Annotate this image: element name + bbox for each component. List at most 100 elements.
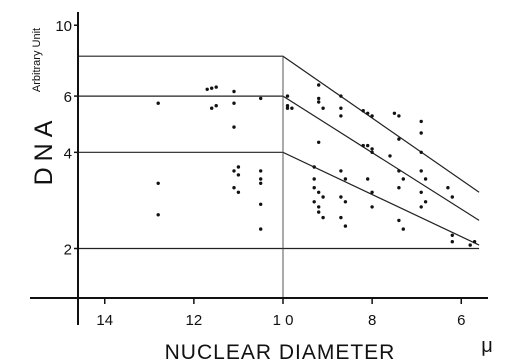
data-point xyxy=(339,195,343,199)
data-point xyxy=(317,205,321,209)
data-point xyxy=(339,215,343,220)
y-tick-label: 2 xyxy=(64,242,72,259)
reference-lines xyxy=(78,55,480,250)
x-ticks: 14 12 1 0 8 6 xyxy=(96,298,465,329)
data-point xyxy=(419,131,423,135)
data-point xyxy=(388,154,392,158)
reference-line xyxy=(78,55,480,193)
data-point xyxy=(317,140,321,144)
y-tick-label: 10 xyxy=(55,18,72,35)
y-ticks: 10 6 4 2 xyxy=(55,18,78,259)
data-point xyxy=(232,89,236,94)
data-point xyxy=(232,169,236,173)
y-tick-label: 4 xyxy=(64,145,72,162)
data-point xyxy=(317,83,321,87)
data-point xyxy=(232,125,236,129)
data-point xyxy=(236,165,241,169)
data-point xyxy=(321,215,325,220)
data-point xyxy=(156,213,160,217)
data-point xyxy=(370,205,374,209)
data-point xyxy=(401,227,405,231)
data-point xyxy=(370,114,374,118)
data-point xyxy=(210,106,214,110)
y-axis-title: DNA xyxy=(30,115,58,186)
data-point xyxy=(214,104,218,108)
data-point xyxy=(370,147,374,151)
data-point xyxy=(210,86,214,90)
data-point xyxy=(339,94,343,98)
reference-line xyxy=(78,95,480,221)
data-point xyxy=(259,181,263,185)
data-points xyxy=(156,83,477,247)
x-tick-label: 8 xyxy=(368,312,376,329)
data-point xyxy=(450,195,454,199)
data-point xyxy=(317,210,321,214)
data-point xyxy=(317,190,321,194)
data-point xyxy=(446,186,450,190)
data-point xyxy=(259,202,263,206)
x-axis-unit: μ xyxy=(481,335,493,357)
data-point xyxy=(232,101,236,105)
data-point xyxy=(205,87,209,92)
data-point xyxy=(290,106,294,110)
data-point xyxy=(343,200,348,204)
data-point xyxy=(423,177,428,181)
data-point xyxy=(397,114,401,118)
data-point xyxy=(312,200,316,204)
data-point xyxy=(361,143,365,148)
data-point xyxy=(419,190,423,194)
data-point xyxy=(339,169,343,173)
data-point xyxy=(214,85,218,89)
data-point xyxy=(317,100,321,104)
data-point xyxy=(419,205,423,209)
data-point xyxy=(236,190,241,194)
data-point xyxy=(472,240,477,244)
reference-line xyxy=(78,151,480,246)
data-point xyxy=(450,233,454,237)
x-tick-label: 6 xyxy=(457,312,465,329)
data-point xyxy=(343,224,348,228)
y-tick-label: 6 xyxy=(64,89,72,106)
data-point xyxy=(419,119,423,124)
data-point xyxy=(259,96,263,101)
data-point xyxy=(156,101,160,105)
data-point xyxy=(339,106,343,110)
data-point xyxy=(423,200,428,204)
data-point xyxy=(366,177,370,181)
data-point xyxy=(450,240,454,244)
data-point xyxy=(370,190,374,194)
data-point xyxy=(370,150,374,154)
data-point xyxy=(339,114,343,118)
data-point xyxy=(366,111,370,116)
data-point xyxy=(392,111,397,116)
data-point xyxy=(397,218,401,223)
data-point xyxy=(285,106,290,110)
x-tick-label: 14 xyxy=(96,312,113,329)
data-point xyxy=(366,143,370,148)
data-point xyxy=(419,169,423,173)
data-point xyxy=(312,177,316,181)
data-point xyxy=(419,150,423,154)
y-axis-unit: Arbitrary Unit xyxy=(31,28,43,92)
data-point xyxy=(397,169,401,173)
data-point xyxy=(401,177,405,181)
data-point xyxy=(468,243,472,247)
axes xyxy=(30,12,488,325)
data-point xyxy=(397,186,401,190)
x-tick-label: 1 0 xyxy=(273,312,294,329)
data-point xyxy=(232,186,236,190)
data-point xyxy=(259,169,263,173)
data-point xyxy=(361,109,365,113)
data-point xyxy=(312,165,316,169)
data-point xyxy=(317,96,321,101)
data-point xyxy=(321,106,325,110)
data-point xyxy=(236,173,241,177)
data-point xyxy=(285,104,290,108)
x-tick-label: 12 xyxy=(186,312,203,329)
data-point xyxy=(259,177,263,181)
x-axis-title: NUCLEAR DIAMETER xyxy=(165,341,396,363)
data-point xyxy=(312,186,316,190)
data-point xyxy=(156,181,160,185)
data-point xyxy=(321,195,325,199)
data-point xyxy=(259,227,263,231)
